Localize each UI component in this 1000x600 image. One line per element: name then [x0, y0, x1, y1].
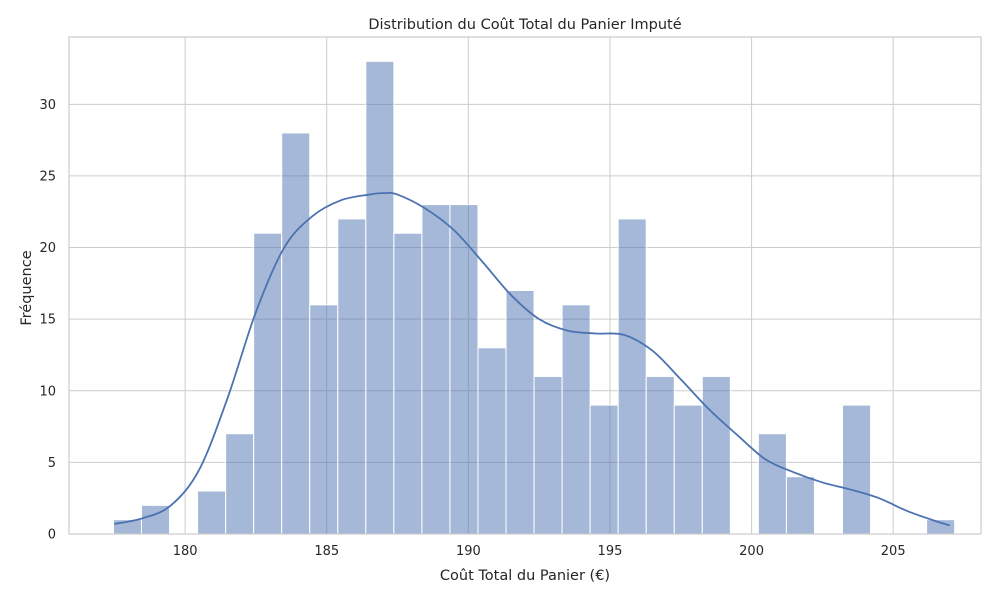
x-tick-label-5: 205: [881, 544, 906, 559]
chart-title: Distribution du Coût Total du Panier Imp…: [368, 17, 681, 33]
kde-curve: [114, 191, 951, 527]
y-tick-label-0: 0: [48, 528, 56, 543]
y-tick-label-3: 15: [39, 313, 56, 328]
histogram-bar-14: [505, 290, 535, 535]
y-tick-label-4: 20: [39, 241, 56, 256]
histogram-bar-9: [365, 60, 395, 535]
histogram-bar-20: [673, 404, 703, 535]
histogram-bar-26: [842, 404, 872, 535]
y-axis-ticks: 0 5 10 15 20 25 30: [39, 98, 56, 543]
histogram-bar-11: [421, 204, 451, 535]
y-tick-label-6: 30: [39, 98, 56, 113]
x-tick-label-1: 185: [314, 544, 339, 559]
histogram-bar-23: [757, 433, 787, 535]
histogram-bar-10: [393, 232, 423, 535]
histogram-bar-15: [533, 375, 563, 535]
histogram-bar-8: [337, 218, 367, 535]
y-tick-label-1: 5: [48, 456, 56, 471]
histogram-bar-5: [253, 232, 283, 535]
x-axis-title: Coût Total du Panier (€): [440, 568, 610, 584]
histogram-bar-24: [785, 476, 815, 535]
x-tick-label-0: 180: [173, 544, 198, 559]
plot-frame: [68, 36, 982, 535]
histogram-bar-6: [281, 132, 311, 535]
histogram-bar-4: [225, 433, 255, 535]
y-axis-title: Fréquence: [19, 250, 35, 325]
histogram-bar-7: [309, 304, 339, 535]
histogram-bar-21: [701, 375, 731, 535]
histogram-bar-19: [645, 375, 675, 535]
histogram-bar-18: [617, 218, 647, 535]
histogram-bar-12: [449, 204, 479, 535]
histogram-bar-3: [197, 490, 227, 535]
y-tick-label-5: 25: [39, 169, 56, 184]
histogram-bar-17: [589, 404, 619, 535]
x-tick-label-2: 190: [456, 544, 481, 559]
histogram-bar-16: [561, 304, 591, 535]
y-tick-label-2: 10: [39, 384, 56, 399]
x-tick-label-4: 200: [739, 544, 764, 559]
x-tick-label-3: 195: [598, 544, 623, 559]
histogram-bars: [112, 60, 956, 535]
histogram-bar-13: [477, 347, 507, 535]
x-axis-ticks: 180 185 190 195 200 205: [173, 544, 906, 559]
